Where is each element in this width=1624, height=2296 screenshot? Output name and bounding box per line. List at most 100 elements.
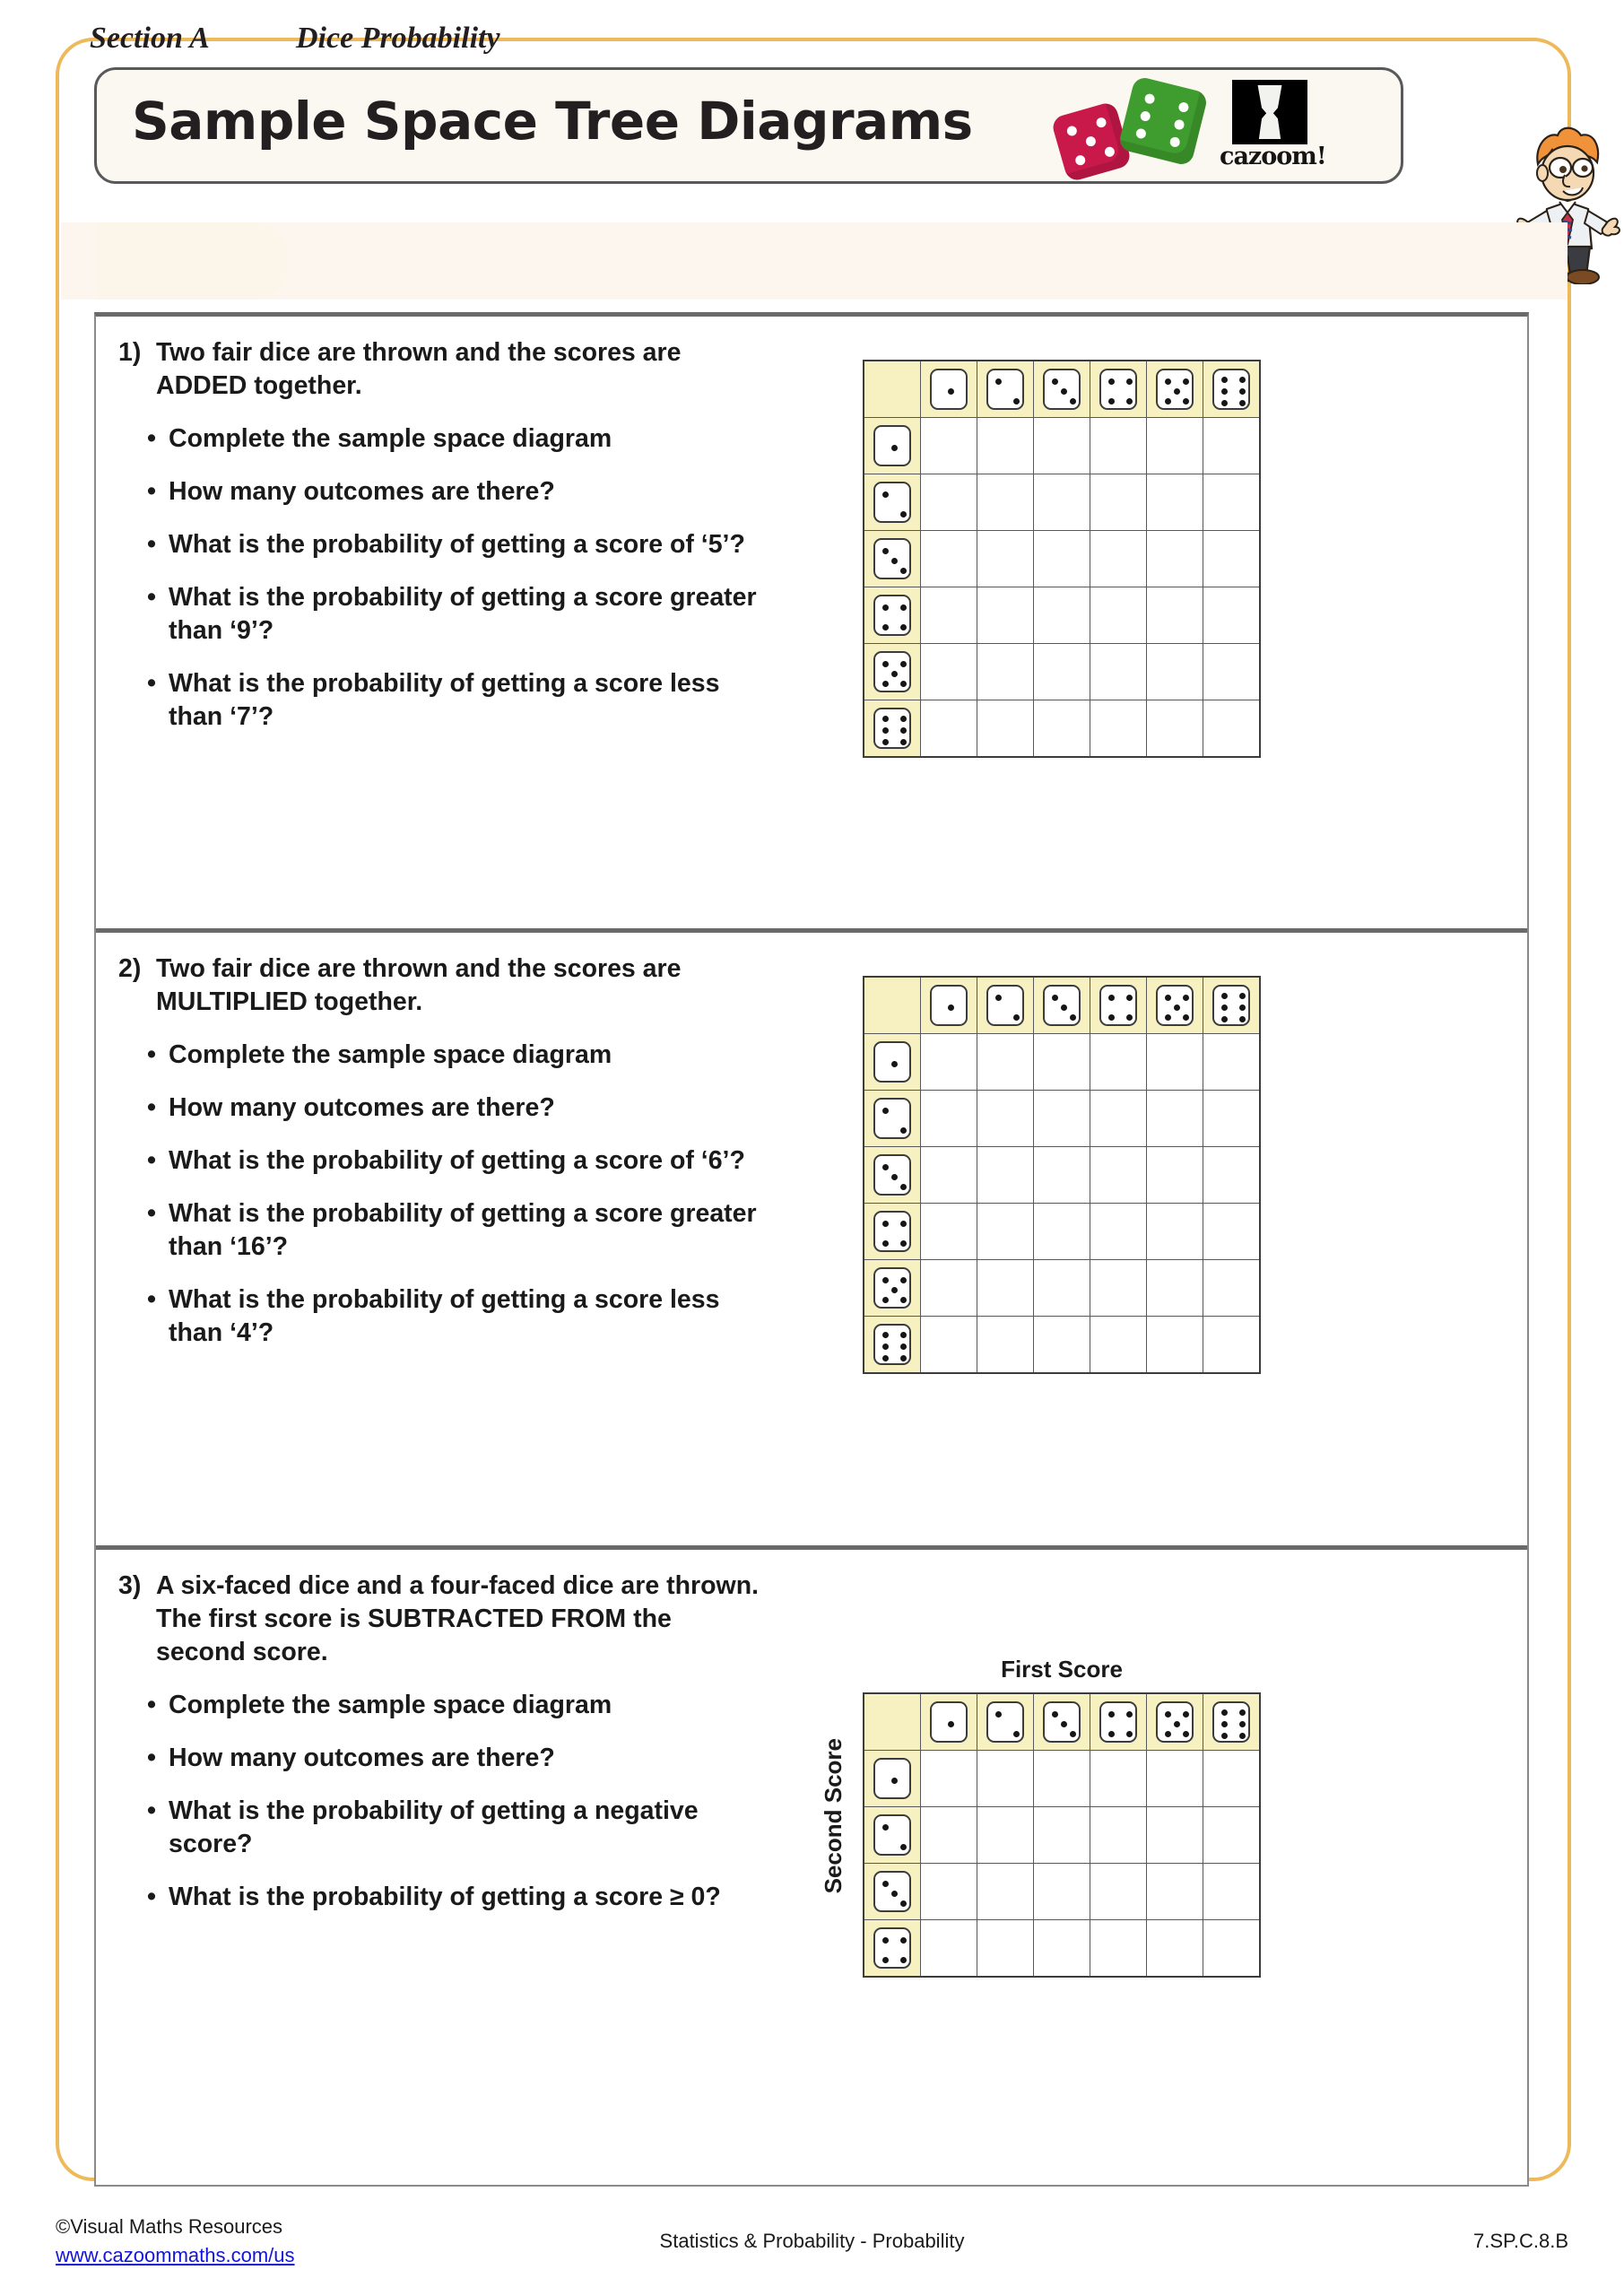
grid-answer-cell[interactable] <box>920 1090 977 1147</box>
grid-answer-cell[interactable] <box>1090 1146 1147 1204</box>
website-link[interactable]: www.cazoommaths.com/us <box>56 2244 295 2266</box>
grid-answer-cell[interactable] <box>977 1033 1034 1091</box>
grid-answer-cell[interactable] <box>1203 1316 1261 1374</box>
grid-answer-cell[interactable] <box>920 1806 977 1864</box>
grid-answer-cell[interactable] <box>1146 1806 1203 1864</box>
grid-answer-cell[interactable] <box>1146 474 1203 531</box>
grid-answer-cell[interactable] <box>1090 417 1147 474</box>
grid-answer-cell[interactable] <box>1090 1863 1147 1920</box>
grid-answer-cell[interactable] <box>920 530 977 587</box>
sample-space-table-1[interactable] <box>863 360 1261 758</box>
grid-answer-cell[interactable] <box>1146 1203 1203 1260</box>
grid-answer-cell[interactable] <box>1033 643 1090 700</box>
grid-answer-cell[interactable] <box>1033 587 1090 644</box>
sample-space-grid-2[interactable] <box>863 976 1261 1374</box>
grid-answer-cell[interactable] <box>1203 587 1261 644</box>
grid-answer-cell[interactable] <box>1203 1203 1261 1260</box>
grid-answer-cell[interactable] <box>1090 1806 1147 1864</box>
grid-answer-cell[interactable] <box>1090 1203 1147 1260</box>
grid-answer-cell[interactable] <box>1090 1259 1147 1317</box>
grid-answer-cell[interactable] <box>1033 700 1090 758</box>
grid-answer-cell[interactable] <box>1203 1750 1261 1807</box>
grid-answer-cell[interactable] <box>1146 643 1203 700</box>
grid-answer-cell[interactable] <box>1090 1316 1147 1374</box>
grid-answer-cell[interactable] <box>1203 1090 1261 1147</box>
grid-answer-cell[interactable] <box>1203 1806 1261 1864</box>
grid-answer-cell[interactable] <box>1090 1090 1147 1147</box>
grid-answer-cell[interactable] <box>1146 1146 1203 1204</box>
grid-answer-cell[interactable] <box>977 417 1034 474</box>
grid-answer-cell[interactable] <box>977 587 1034 644</box>
grid-answer-cell[interactable] <box>920 1750 977 1807</box>
grid-answer-cell[interactable] <box>1033 1203 1090 1260</box>
grid-answer-cell[interactable] <box>1146 1033 1203 1091</box>
grid-answer-cell[interactable] <box>1146 1259 1203 1317</box>
grid-answer-cell[interactable] <box>920 417 977 474</box>
grid-answer-cell[interactable] <box>1033 474 1090 531</box>
grid-answer-cell[interactable] <box>1090 1750 1147 1807</box>
grid-answer-cell[interactable] <box>1146 700 1203 758</box>
grid-answer-cell[interactable] <box>920 1203 977 1260</box>
grid-answer-cell[interactable] <box>1090 530 1147 587</box>
grid-answer-cell[interactable] <box>1090 1919 1147 1978</box>
grid-answer-cell[interactable] <box>920 1919 977 1978</box>
grid-answer-cell[interactable] <box>1146 1090 1203 1147</box>
grid-answer-cell[interactable] <box>920 643 977 700</box>
grid-answer-cell[interactable] <box>977 530 1034 587</box>
grid-answer-cell[interactable] <box>1090 643 1147 700</box>
grid-answer-cell[interactable] <box>1033 1316 1090 1374</box>
grid-answer-cell[interactable] <box>920 1316 977 1374</box>
grid-answer-cell[interactable] <box>920 474 977 531</box>
grid-answer-cell[interactable] <box>977 1316 1034 1374</box>
grid-answer-cell[interactable] <box>920 587 977 644</box>
grid-answer-cell[interactable] <box>1033 1806 1090 1864</box>
grid-answer-cell[interactable] <box>977 1863 1034 1920</box>
grid-answer-cell[interactable] <box>977 700 1034 758</box>
grid-answer-cell[interactable] <box>977 474 1034 531</box>
grid-answer-cell[interactable] <box>1203 1863 1261 1920</box>
grid-answer-cell[interactable] <box>920 1146 977 1204</box>
grid-answer-cell[interactable] <box>1033 1863 1090 1920</box>
grid-answer-cell[interactable] <box>920 1863 977 1920</box>
sample-space-table-2[interactable] <box>863 976 1261 1374</box>
grid-answer-cell[interactable] <box>1203 530 1261 587</box>
grid-answer-cell[interactable] <box>1090 474 1147 531</box>
grid-answer-cell[interactable] <box>1146 1316 1203 1374</box>
grid-answer-cell[interactable] <box>1146 1863 1203 1920</box>
grid-answer-cell[interactable] <box>920 1259 977 1317</box>
grid-answer-cell[interactable] <box>1146 587 1203 644</box>
sample-space-grid-3[interactable]: First Score Second Score <box>820 1656 1261 1978</box>
grid-answer-cell[interactable] <box>1203 700 1261 758</box>
grid-answer-cell[interactable] <box>1146 417 1203 474</box>
grid-answer-cell[interactable] <box>1033 1090 1090 1147</box>
grid-answer-cell[interactable] <box>1033 1146 1090 1204</box>
grid-answer-cell[interactable] <box>1203 1259 1261 1317</box>
grid-answer-cell[interactable] <box>1203 1033 1261 1091</box>
grid-answer-cell[interactable] <box>1203 417 1261 474</box>
grid-answer-cell[interactable] <box>1033 530 1090 587</box>
grid-answer-cell[interactable] <box>1146 1919 1203 1978</box>
grid-answer-cell[interactable] <box>977 643 1034 700</box>
grid-answer-cell[interactable] <box>1033 1259 1090 1317</box>
grid-answer-cell[interactable] <box>1090 1033 1147 1091</box>
sample-space-grid-1[interactable] <box>863 360 1261 758</box>
sample-space-table-3[interactable] <box>863 1692 1261 1978</box>
grid-answer-cell[interactable] <box>1203 1919 1261 1978</box>
grid-answer-cell[interactable] <box>977 1919 1034 1978</box>
grid-answer-cell[interactable] <box>1090 700 1147 758</box>
grid-answer-cell[interactable] <box>1203 1146 1261 1204</box>
grid-answer-cell[interactable] <box>1203 643 1261 700</box>
grid-answer-cell[interactable] <box>1033 417 1090 474</box>
grid-answer-cell[interactable] <box>1033 1750 1090 1807</box>
grid-answer-cell[interactable] <box>977 1203 1034 1260</box>
grid-answer-cell[interactable] <box>1203 474 1261 531</box>
grid-answer-cell[interactable] <box>1033 1919 1090 1978</box>
grid-answer-cell[interactable] <box>920 700 977 758</box>
grid-answer-cell[interactable] <box>977 1090 1034 1147</box>
grid-answer-cell[interactable] <box>977 1750 1034 1807</box>
grid-answer-cell[interactable] <box>1090 587 1147 644</box>
grid-answer-cell[interactable] <box>977 1806 1034 1864</box>
grid-answer-cell[interactable] <box>1033 1033 1090 1091</box>
grid-answer-cell[interactable] <box>977 1146 1034 1204</box>
grid-answer-cell[interactable] <box>1146 530 1203 587</box>
